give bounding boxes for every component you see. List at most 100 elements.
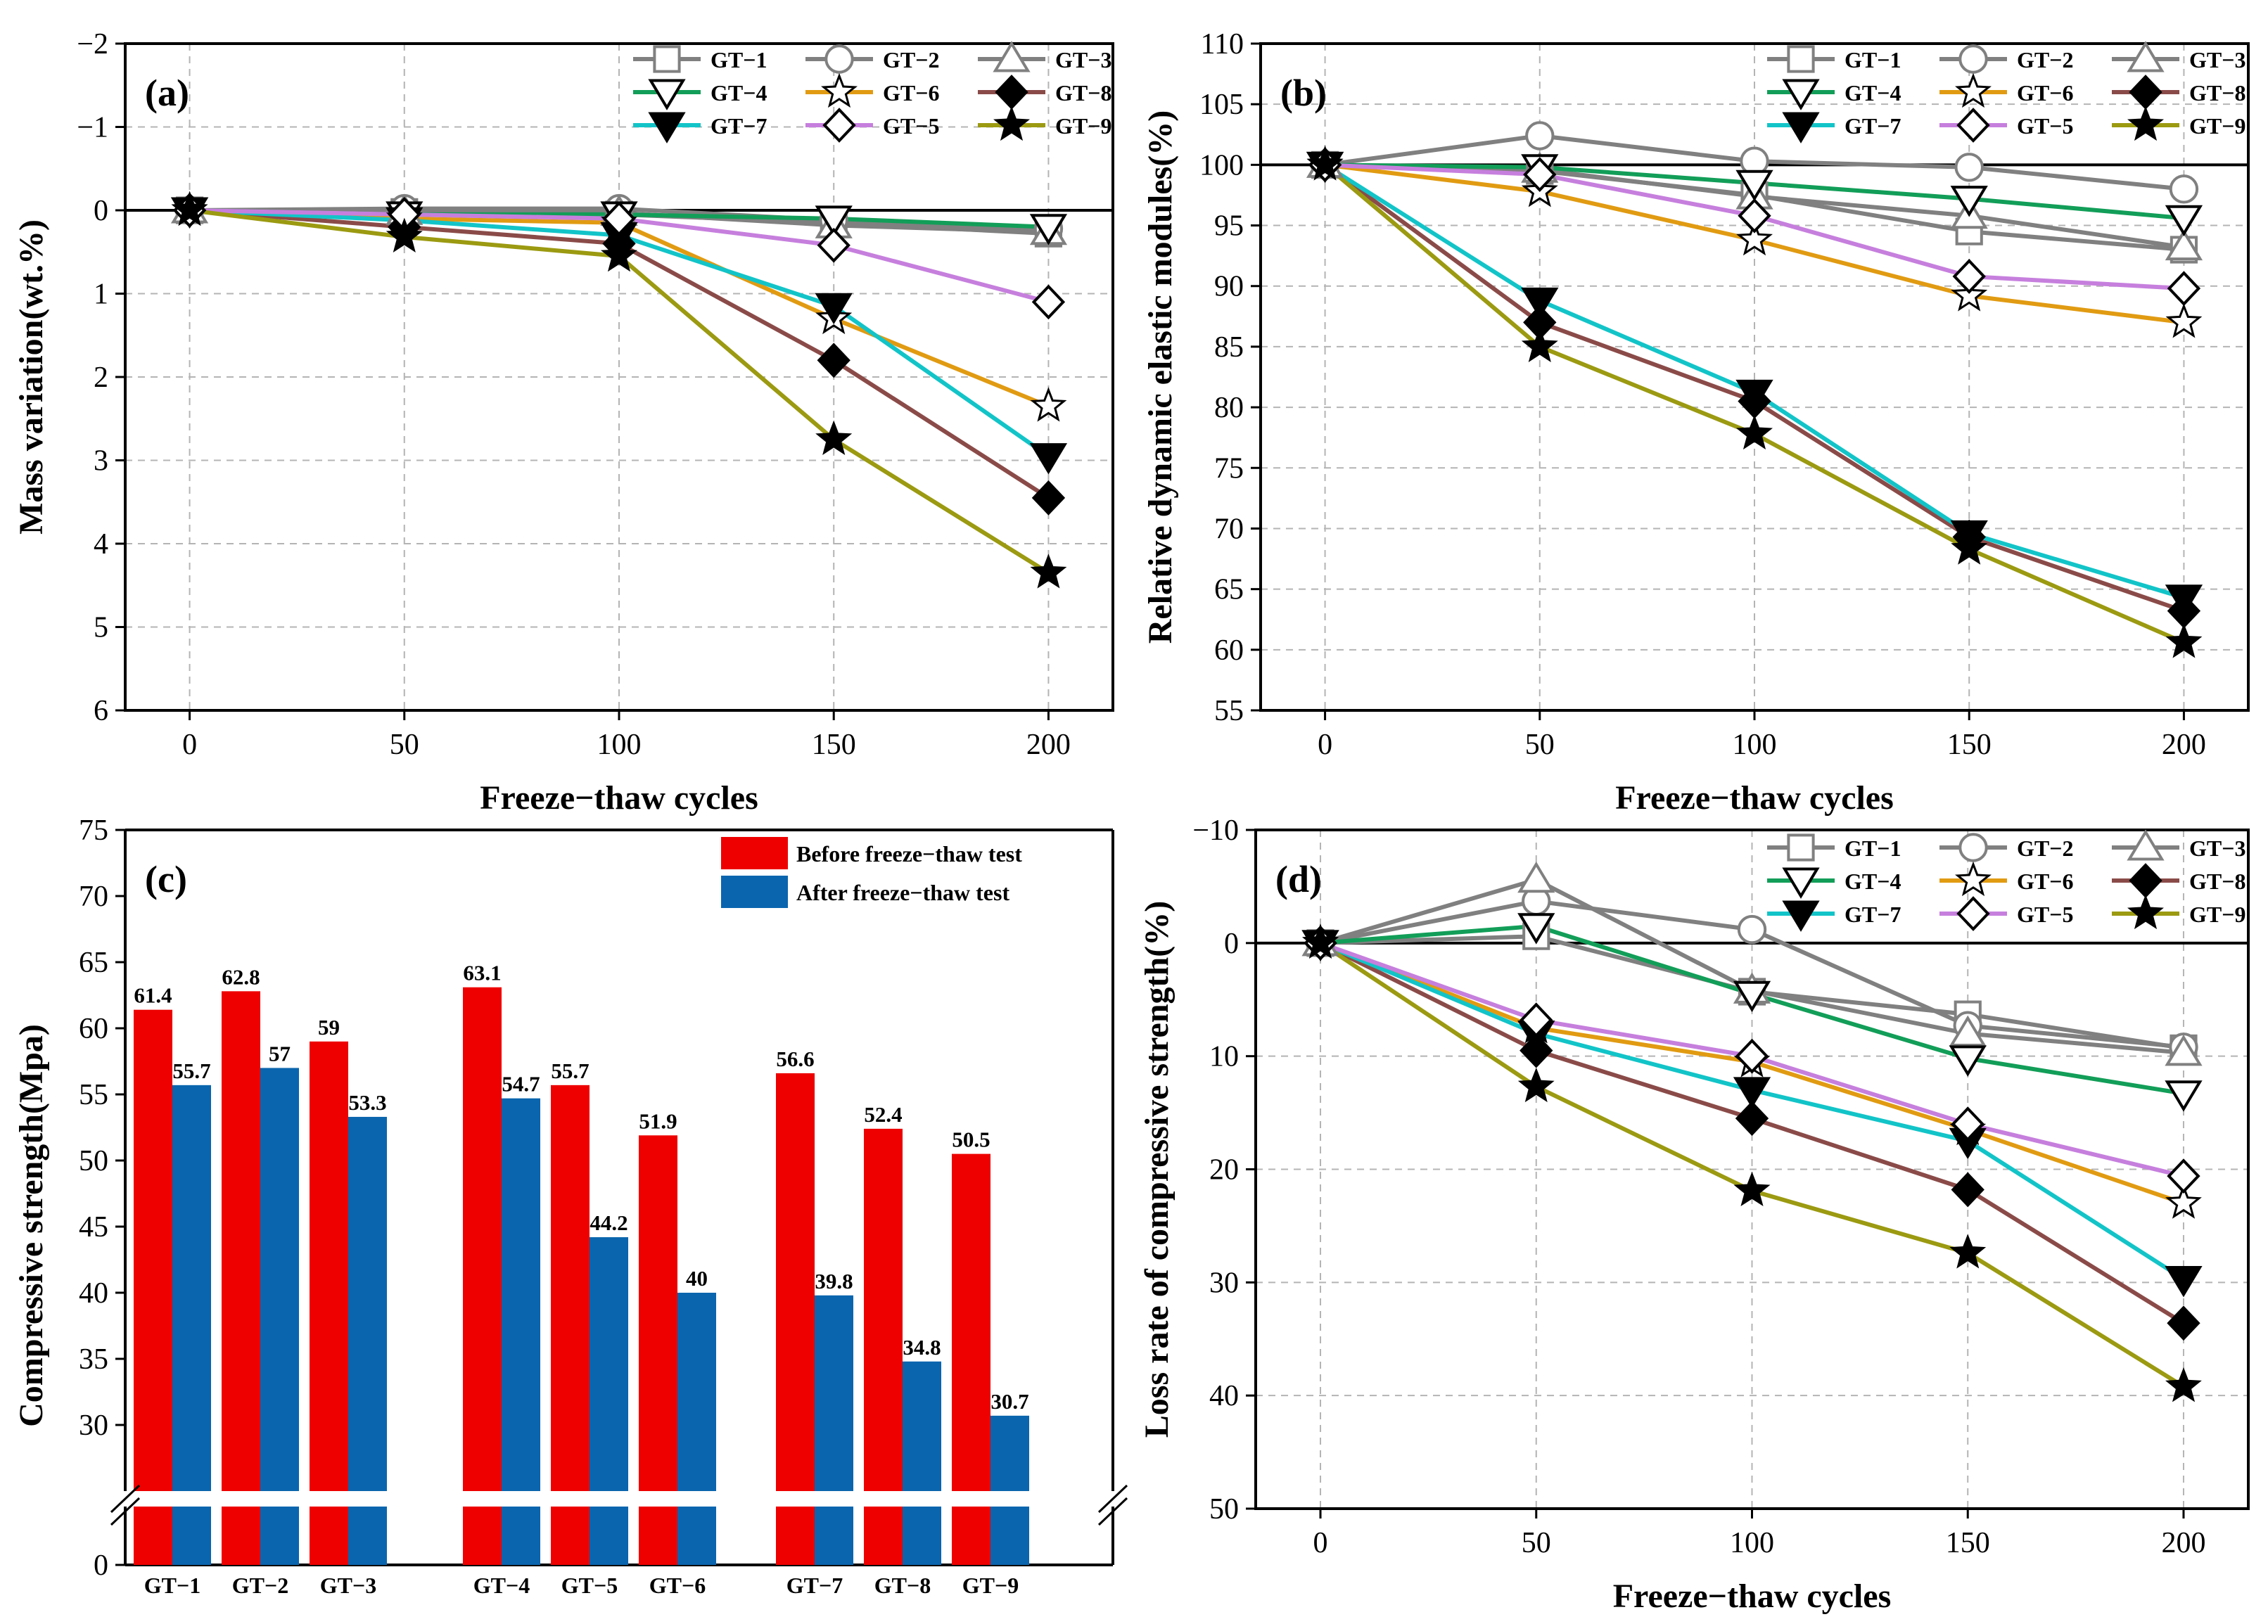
y-tick-label: 65 — [1214, 574, 1244, 606]
legend-marker-gt-1 — [1787, 45, 1815, 73]
point-gt-5-200 — [1031, 284, 1066, 320]
bar-after — [903, 1361, 941, 1491]
legend-label-gt-6: GT−6 — [2017, 869, 2073, 894]
x-tick-label: 150 — [1946, 1527, 1990, 1559]
point-gt-4-100 — [1733, 980, 1771, 1013]
bar-before-stub — [310, 1507, 348, 1565]
y-tick-label: 30 — [79, 1409, 108, 1442]
point-gt-5-50 — [1520, 1002, 1553, 1038]
y-tick-label: 20 — [1209, 1154, 1239, 1187]
y-tick-label: 110 — [1201, 28, 1244, 60]
legend-label-before: Before freeze−thaw test — [796, 841, 1022, 867]
y-tick-label: 75 — [79, 814, 108, 847]
legend-marker-gt-3 — [2127, 829, 2165, 861]
y-tick-label: 55 — [79, 1079, 108, 1111]
bar-after — [990, 1415, 1029, 1491]
point-gt-4-150 — [1949, 1045, 1987, 1077]
legend-swatch-after — [721, 876, 788, 908]
point-gt-9-100 — [1733, 1171, 1771, 1207]
bar-after-stub — [990, 1507, 1029, 1565]
data-label-after: 39.8 — [815, 1269, 853, 1293]
legend-marker-gt-6 — [1955, 72, 1992, 108]
point-gt-4-150 — [815, 205, 853, 237]
legend-marker-gt-4 — [1782, 867, 1820, 899]
y-axis-label: Compressive strength(Mpa) — [13, 1024, 50, 1427]
x-axis-label: Freeze−thaw cycles — [1615, 779, 1894, 817]
point-gt-5-150 — [1952, 259, 1986, 294]
axis-break-mark — [1097, 1497, 1128, 1526]
legend-label-gt-9: GT−9 — [2189, 113, 2245, 139]
x-tick-label: 50 — [1525, 729, 1555, 761]
data-label-before: 56.6 — [776, 1047, 814, 1071]
point-gt-5-200 — [2167, 1158, 2200, 1194]
legend-label-gt-6: GT−6 — [2017, 80, 2073, 106]
point-gt-9-0 — [171, 191, 208, 226]
legend-label-gt-9: GT−9 — [1055, 113, 1111, 139]
legend-label-gt-5: GT−5 — [883, 113, 939, 139]
bar-before — [551, 1085, 590, 1491]
bar-before — [310, 1041, 348, 1491]
legend-marker-gt-9 — [2127, 894, 2164, 930]
x-axis-label: Freeze−thaw cycles — [1613, 1578, 1892, 1615]
y-tick-label: 60 — [79, 1013, 108, 1045]
y-tick-label: 55 — [1214, 695, 1244, 727]
x-tick-label: 0 — [182, 729, 197, 761]
legend-marker-gt-7 — [1782, 900, 1820, 932]
legend-swatch-before — [721, 837, 788, 869]
legend-label-gt-4: GT−4 — [1845, 80, 1901, 106]
y-axis-label: Loss rate of compressive strength(%) — [1138, 901, 1176, 1438]
y-tick-label: 3 — [94, 445, 108, 478]
legend-marker-gt-9 — [2127, 106, 2164, 141]
bar-after — [172, 1085, 211, 1491]
legend: Before freeze−thaw test After freeze−thaw… — [721, 837, 1022, 908]
point-gt-7-200 — [2165, 584, 2203, 616]
data-label-before: 55.7 — [551, 1059, 589, 1083]
legend-label-gt-3: GT−3 — [2189, 47, 2245, 72]
point-gt-2-200 — [2169, 174, 2199, 204]
y-tick-label: 85 — [1214, 331, 1244, 364]
data-label-after: 54.7 — [502, 1072, 540, 1096]
bar-before-stub — [134, 1507, 172, 1565]
y-tick-label: 95 — [1214, 210, 1244, 243]
point-gt-7-100 — [1735, 379, 1773, 411]
data-label-before: 62.8 — [222, 964, 260, 989]
panel-label: (d) — [1275, 858, 1322, 900]
point-gt-3-200 — [2165, 229, 2203, 261]
y-tick-label: 30 — [1209, 1267, 1239, 1299]
bar-after — [677, 1293, 716, 1491]
point-gt-8-200 — [1031, 480, 1066, 516]
category-label: GT−2 — [232, 1573, 288, 1598]
point-gt-9-200 — [2165, 623, 2203, 658]
y-tick-label: 75 — [1214, 452, 1244, 485]
point-gt-8-150 — [1951, 1172, 1984, 1208]
bar-after — [815, 1295, 853, 1491]
legend-marker-gt-4 — [1782, 79, 1820, 110]
legend-marker-gt-6 — [1955, 861, 1992, 897]
point-gt-8-200 — [2167, 1305, 2200, 1341]
legend-label-gt-7: GT−7 — [1845, 113, 1901, 139]
legend: GT−1 GT−2 GT−3 GT−4 GT−6 GT−8 GT−7 GT−5 GT−9 — [1767, 829, 2245, 932]
category-label: GT−3 — [320, 1573, 376, 1598]
point-gt-8-100 — [1735, 1101, 1769, 1137]
bar-after-stub — [815, 1507, 853, 1565]
axis-break-mark — [110, 1497, 141, 1526]
legend-label-gt-8: GT−8 — [2189, 869, 2245, 894]
y-tick-label: 6 — [94, 695, 108, 727]
point-gt-4-200 — [2165, 1080, 2203, 1112]
legend: GT−1 GT−2 GT−3 GT−4 GT−6 GT−8 GT−7 GT−5 GT−9 — [633, 41, 1111, 143]
category-label: GT−8 — [874, 1573, 931, 1598]
point-gt-7-200 — [2165, 1266, 2203, 1298]
data-label-after: 53.3 — [348, 1090, 386, 1115]
legend-marker-gt-1 — [1787, 833, 1815, 862]
point-gt-9-150 — [815, 420, 853, 455]
point-gt-9-100 — [601, 236, 637, 272]
y-tick-label: −10 — [1192, 814, 1239, 847]
legend-label-gt-4: GT−4 — [1845, 869, 1901, 894]
bar-after — [502, 1098, 540, 1491]
data-label-after: 40 — [686, 1266, 708, 1291]
point-gt-6-150 — [1951, 276, 1988, 312]
legend-label-gt-1: GT−1 — [711, 47, 767, 72]
panel-label: (c) — [145, 858, 187, 900]
legend-label-gt-1: GT−1 — [1845, 836, 1901, 861]
legend-marker-gt-5 — [822, 108, 856, 143]
